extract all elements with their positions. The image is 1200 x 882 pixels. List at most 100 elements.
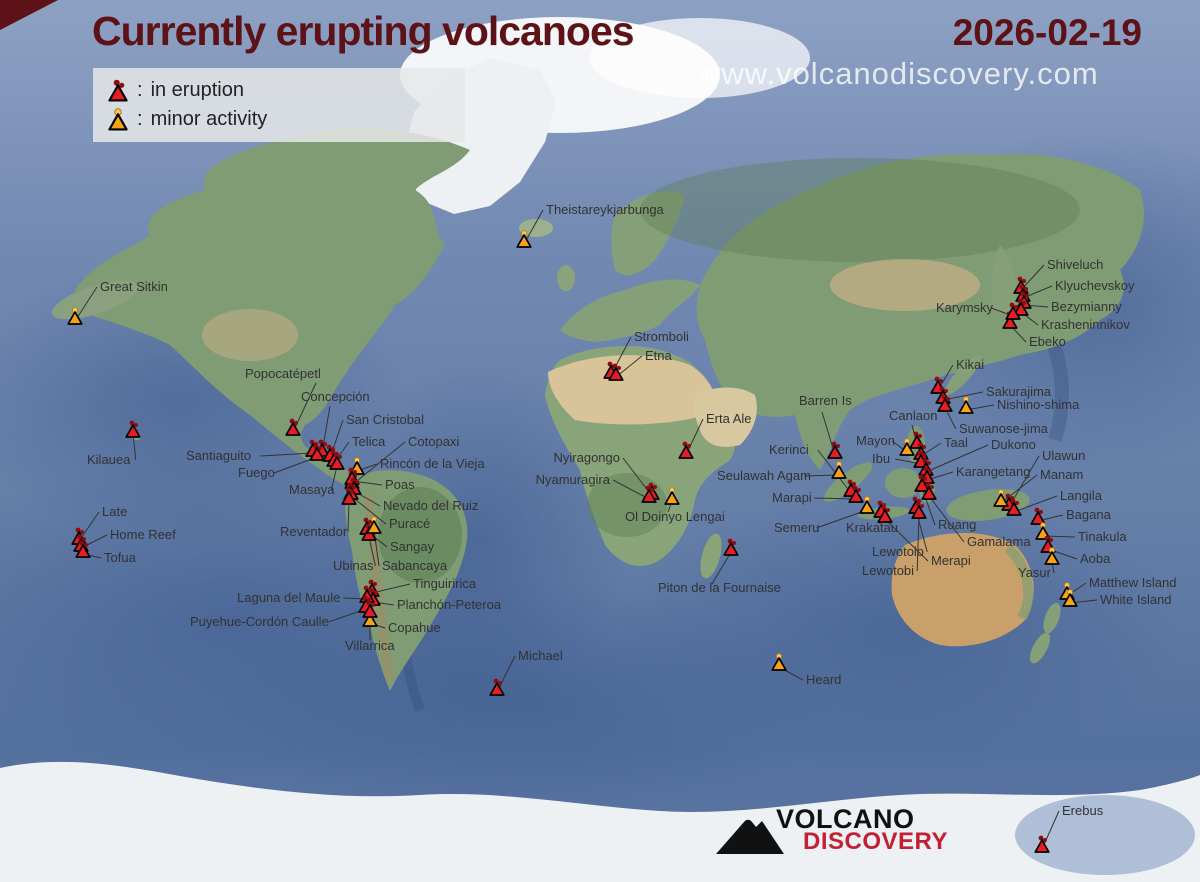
volcano-marker-kilauea[interactable] (125, 420, 141, 438)
volcano-label: Krasheninnikov (1041, 317, 1130, 332)
volcano-marker-lewotobi[interactable] (911, 501, 927, 519)
leader-line (1013, 495, 1058, 513)
madagascar (700, 533, 722, 579)
volcano-marker-krasheninnikov[interactable] (1013, 298, 1029, 316)
volcano-marker-minor-legend[interactable] (108, 107, 128, 131)
volcano-label: Ruang (938, 517, 976, 532)
volcano-marker-piton-de-la-fournaise[interactable] (723, 538, 739, 556)
volcano-label: Fuego (238, 465, 275, 480)
volcano-label: Matthew Island (1089, 575, 1176, 590)
iceland (519, 219, 553, 237)
legend-row-eruption: : in eruption (105, 76, 465, 105)
leader-line (74, 286, 98, 322)
leader-line (884, 518, 929, 562)
leader-line (610, 336, 632, 376)
sahara (548, 355, 716, 425)
legend-row-minor: : minor activity (105, 105, 465, 134)
volcano-label: Sangay (390, 539, 435, 554)
leader-line (350, 495, 387, 525)
new-zealand-south (1029, 632, 1051, 664)
volcano-marker-mayon[interactable] (899, 438, 915, 456)
volcano-marker-yasur[interactable] (1044, 547, 1060, 565)
volcano-marker-theistareykjarbunga[interactable] (516, 230, 532, 248)
leader-line (817, 449, 852, 494)
volcano-label: Late (102, 504, 127, 519)
volcano-marker-semeru[interactable] (859, 496, 875, 514)
logo-text: VOLCANO DISCOVERY (776, 806, 948, 854)
volcano-marker-michael[interactable] (489, 678, 505, 696)
volcano-marker-seulawah-agam[interactable] (831, 461, 847, 479)
volcano-marker-nyamuragira[interactable] (641, 485, 657, 503)
volcano-marker-great-sitkin[interactable] (67, 307, 83, 325)
volcano-label: Erebus (1062, 803, 1104, 818)
volcano-label: Tofua (104, 550, 137, 565)
leader-line (132, 433, 137, 461)
legend-separator: : (137, 79, 143, 101)
volcano-label: Cotopaxi (408, 434, 459, 449)
volcano-marker-ol-doinyo-lengai[interactable] (664, 487, 680, 505)
volcano-marker-fuego[interactable] (309, 443, 325, 461)
volcano-label: Canlaon (889, 408, 937, 423)
leader-line (711, 551, 732, 585)
volcano-marker-popocat-petl[interactable] (285, 418, 301, 436)
volcano-label: Popocatépetl (245, 366, 321, 381)
volcano-marker-eruption-legend[interactable] (108, 79, 128, 102)
leader-line (368, 536, 376, 567)
leader-line (373, 529, 380, 567)
volcano-label: San Cristobal (346, 412, 424, 427)
australia (891, 532, 1034, 647)
volcano-label: Ol Doinyo Lengai (625, 509, 725, 524)
volcano-marker-bagana[interactable] (1030, 507, 1046, 525)
eruption-marker-icon (108, 79, 128, 102)
volcano-label: Nyiragongo (554, 450, 621, 465)
volcano-marker-erebus[interactable] (1034, 835, 1050, 853)
ross-sea (1015, 795, 1195, 875)
volcano-label: Nishino-shima (997, 397, 1080, 412)
volcano-label: Bagana (1066, 507, 1112, 522)
volcano-label: Erta Ale (706, 411, 752, 426)
volcano-marker-erta-ale[interactable] (678, 441, 694, 459)
siberian-taiga (640, 158, 1080, 262)
leader-line (916, 514, 920, 572)
volcano-label: Ubinas (333, 558, 374, 573)
volcano-label: Heard (806, 672, 841, 687)
volcano-label: Michael (518, 648, 563, 663)
volcano-marker-langila[interactable] (1006, 498, 1022, 516)
volcano-marker-merapi[interactable] (877, 505, 893, 523)
volcano-marker-etna[interactable] (608, 363, 624, 381)
volcano-label: Semeru (774, 520, 820, 535)
volcano-marker-tofua[interactable] (75, 540, 91, 558)
volcano-marker-masaya[interactable] (329, 452, 345, 470)
volcano-label: Ulawun (1042, 448, 1085, 463)
volcano-label: Piton de la Fournaise (658, 580, 781, 595)
volcano-marker-suwanose-jima[interactable] (937, 394, 953, 412)
volcano-marker-barren-is[interactable] (827, 441, 843, 459)
volcano-marker-manam[interactable] (993, 489, 1009, 507)
volcano-marker-ruang[interactable] (914, 474, 930, 492)
volcano-marker-white-island[interactable] (1062, 589, 1078, 607)
volcano-marker-heard[interactable] (771, 653, 787, 671)
page-title: Currently erupting volcanoes (92, 8, 635, 54)
minor-marker-icon (108, 107, 128, 131)
volcano-label: Merapi (931, 553, 971, 568)
volcano-label: Telica (352, 434, 386, 449)
volcano-marker-gamalama[interactable] (921, 482, 937, 500)
volcano-label: Klyuchevskoy (1055, 278, 1135, 293)
volcano-label: Yasur (1018, 565, 1052, 580)
volcano-label: Copahue (388, 620, 441, 635)
volcano-label: Marapi (772, 490, 812, 505)
volcano-marker-karymsky[interactable] (1005, 302, 1021, 320)
gobi-desert (830, 259, 980, 311)
volcano-marker-marapi[interactable] (848, 485, 864, 503)
volcano-label: Ebeko (1029, 334, 1066, 349)
volcano-marker-sabancaya[interactable] (366, 516, 382, 534)
volcano-marker-reventador[interactable] (341, 487, 357, 505)
volcano-marker-nishino-shima[interactable] (958, 396, 974, 414)
volcano-label: Planchón-Peteroa (397, 597, 502, 612)
volcano-label: Rincón de la Vieja (380, 456, 485, 471)
leader-line (615, 355, 643, 378)
volcano-marker-villarrica[interactable] (362, 600, 378, 618)
leader-line (260, 452, 314, 457)
